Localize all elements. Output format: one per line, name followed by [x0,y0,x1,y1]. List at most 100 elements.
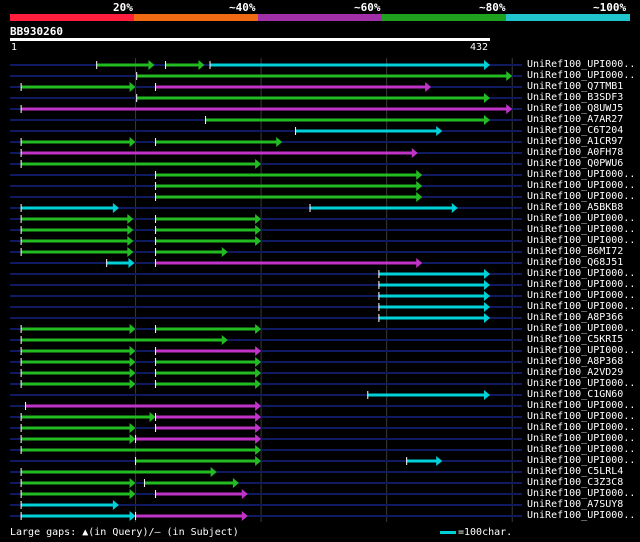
hit-arrow-icon [255,346,262,356]
hit-arrow-icon [255,214,262,224]
hit-arrow-icon [129,357,136,367]
hit-arrow-icon [148,60,155,70]
hit-label[interactable]: UniRef100_UPI000.. [527,400,636,411]
hit-arrow-icon [255,159,262,169]
legend-bar-purple [258,14,382,21]
hit-arrow-icon [255,368,262,378]
hit-label[interactable]: UniRef100_A8P368 [527,356,624,367]
hit-arrow-icon [129,423,136,433]
hit-label[interactable]: UniRef100_UPI000.. [527,235,636,246]
hit-arrow-icon [484,291,490,301]
hit-arrow-icon [112,203,119,213]
hit-arrow-icon [255,357,262,367]
hit-label[interactable]: UniRef100_UPI000.. [527,180,636,191]
hit-arrow-icon [241,511,248,521]
hit-label[interactable]: UniRef100_A8P366 [527,312,624,323]
hit-arrow-icon [436,456,443,466]
hit-arrow-icon [255,401,262,411]
scale-text: =100char. [458,527,513,538]
hit-label[interactable]: UniRef100_A7SUY8 [527,499,624,510]
percent-label-80: ~80% [479,1,506,14]
hit-arrow-icon [255,236,262,246]
hit-label[interactable]: UniRef100_UPI000.. [527,422,636,433]
hit-arrow-icon [484,390,490,400]
hit-label[interactable]: UniRef100_UPI000.. [527,268,636,279]
hit-label[interactable]: UniRef100_UPI000.. [527,279,636,290]
hit-arrow-icon [241,489,248,499]
hit-label[interactable]: UniRef100_UPI000.. [527,224,636,235]
hit-arrow-icon [484,269,490,279]
percent-label-40: ~40% [229,1,256,14]
hit-label[interactable]: UniRef100_UPI000.. [527,70,636,81]
hit-arrow-icon [411,148,418,158]
hit-arrow-icon [129,346,136,356]
hit-arrow-icon [129,137,136,147]
hit-arrow-icon [221,247,228,257]
hit-label[interactable]: UniRef100_C3Z3C8 [527,477,624,488]
hit-label[interactable]: UniRef100_UPI000.. [527,169,636,180]
hit-arrow-icon [198,60,205,70]
hit-arrow-icon [425,82,432,92]
hit-arrow-icon [484,302,490,312]
hit-label[interactable]: UniRef100_B6MI72 [527,246,624,257]
hit-arrow-icon [484,60,490,70]
hit-arrow-icon [255,434,262,444]
hit-arrow-icon [484,313,490,323]
hit-label[interactable]: UniRef100_UPI000.. [527,433,636,444]
hit-arrow-icon [127,247,134,257]
hit-label[interactable]: UniRef100_UPI000.. [527,301,636,312]
hit-label[interactable]: UniRef100_UPI000.. [527,411,636,422]
hit-arrow-icon [127,236,134,246]
hit-label[interactable]: UniRef100_C6T204 [527,125,624,136]
hit-label[interactable]: UniRef100_C5KRI5 [527,334,624,345]
hit-arrow-icon [149,412,156,422]
hit-label[interactable]: UniRef100_B3SDF3 [527,92,624,103]
hit-arrow-icon [506,104,513,114]
hit-label[interactable]: UniRef100_Q7TMB1 [527,81,624,92]
percent-label-20: 20% [113,1,133,14]
hit-arrow-icon [255,379,262,389]
legend-bar-orange [134,14,258,21]
hit-label[interactable]: UniRef100_UPI000.. [527,345,636,356]
hit-label[interactable]: UniRef100_Q68J51 [527,257,624,268]
scale-legend: =100char. [440,527,512,538]
hit-label[interactable]: UniRef100_UPI000.. [527,213,636,224]
hit-arrow-icon [255,324,262,334]
hit-arrow-icon [436,126,443,136]
hit-label[interactable]: UniRef100_C5LRL4 [527,466,624,477]
ruler-start-label: 1 [11,42,18,53]
hit-arrow-icon [451,203,458,213]
hit-label[interactable]: UniRef100_UPI000.. [527,323,636,334]
hit-label[interactable]: UniRef100_UPI000.. [527,290,636,301]
legend-bar-green [382,14,506,21]
ruler-end-label: 432 [470,42,489,53]
query-title: BB930260 [10,25,63,38]
hit-label[interactable]: UniRef100_UPI000.. [527,510,636,521]
hit-arrow-icon [129,368,136,378]
hit-arrow-icon [416,181,423,191]
hit-label[interactable]: UniRef100_Q8UWJ5 [527,103,624,114]
hit-label[interactable]: UniRef100_UPI000.. [527,59,636,70]
hit-arrow-icon [210,467,217,477]
query-ruler [10,38,490,41]
hit-arrow-icon [129,379,136,389]
hit-arrow-icon [127,214,134,224]
hit-label[interactable]: UniRef100_UPI000.. [527,378,636,389]
hit-label[interactable]: UniRef100_UPI000.. [527,488,636,499]
hit-label[interactable]: UniRef100_Q0PWU6 [527,158,624,169]
legend-bar-cyan [506,14,630,21]
hit-arrow-icon [129,82,136,92]
hit-label[interactable]: UniRef100_UPI000.. [527,444,636,455]
hit-label[interactable]: UniRef100_A7AR27 [527,114,624,125]
hit-arrow-icon [129,324,136,334]
hit-label[interactable]: UniRef100_A2VD29 [527,367,624,378]
hit-arrow-icon [484,280,490,290]
scale-swatch [440,530,456,534]
hit-label[interactable]: UniRef100_UPI000.. [527,455,636,466]
hit-label[interactable]: UniRef100_C1GN60 [527,389,624,400]
hit-label[interactable]: UniRef100_A5BKB8 [527,202,624,213]
hit-arrow-icon [129,434,136,444]
hit-label[interactable]: UniRef100_A0FH78 [527,147,624,158]
hit-label[interactable]: UniRef100_UPI000.. [527,191,636,202]
hit-label[interactable]: UniRef100_A1CR97 [527,136,624,147]
